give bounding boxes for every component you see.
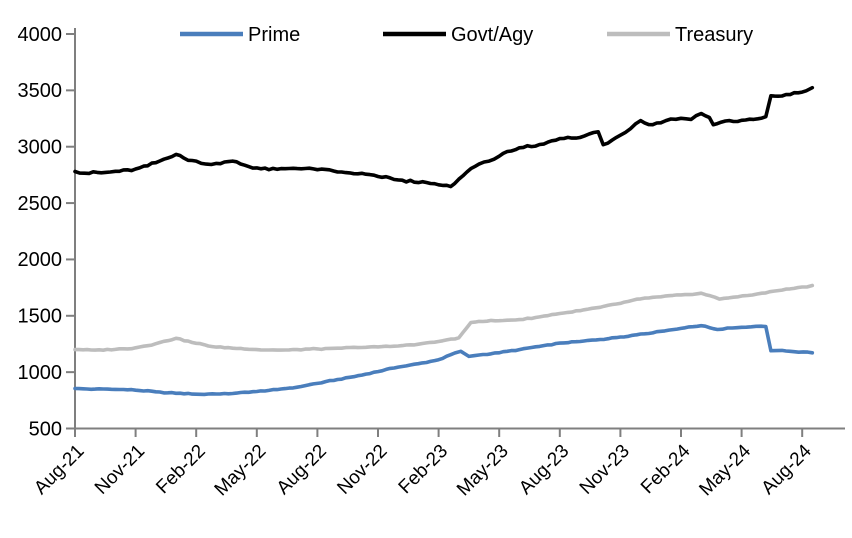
x-tick-label-aug-22: Aug-22 — [273, 441, 331, 499]
series-line-treasury — [73, 283, 815, 353]
legend-label-treasury: Treasury — [675, 24, 753, 46]
y-tick-label-2000: 2000 — [18, 249, 63, 271]
legend-label-prime: Prime — [248, 24, 300, 46]
x-tick-label-feb-22: Feb-22 — [152, 441, 209, 498]
x-tick-label-may-24: May-24 — [695, 440, 755, 500]
legend-label-govt-agy: Govt/Agy — [451, 24, 533, 46]
x-tick-label-nov-23: Nov-23 — [576, 441, 634, 499]
y-tick-label-3500: 3500 — [18, 80, 63, 102]
y-tick-label-2500: 2500 — [18, 193, 63, 215]
x-tick-label-may-22: May-22 — [211, 441, 271, 501]
legend-item-govt-agy: Govt/Agy — [383, 24, 533, 46]
legend-item-treasury: Treasury — [607, 24, 753, 46]
x-tick-label-aug-21: Aug-21 — [30, 441, 88, 499]
y-tick-label-3000: 3000 — [18, 137, 63, 159]
x-tick-label-aug-24: Aug-24 — [758, 440, 816, 498]
y-tick-label-4000: 4000 — [18, 24, 63, 46]
legend-item-prime: Prime — [180, 24, 300, 46]
x-tick-label-feb-23: Feb-23 — [395, 441, 452, 498]
series-line-prime — [73, 323, 815, 397]
x-tick-label-nov-21: Nov-21 — [91, 441, 149, 499]
x-tick-label-feb-24: Feb-24 — [637, 440, 695, 498]
x-tick-label-aug-23: Aug-23 — [515, 441, 573, 499]
x-tick-label-may-23: May-23 — [453, 441, 513, 501]
series-line-govt-agy — [73, 85, 815, 189]
y-tick-label-1000: 1000 — [18, 362, 63, 384]
y-tick-label-500: 500 — [29, 418, 62, 440]
x-tick-label-nov-22: Nov-22 — [333, 441, 391, 499]
y-tick-label-1500: 1500 — [18, 306, 63, 328]
